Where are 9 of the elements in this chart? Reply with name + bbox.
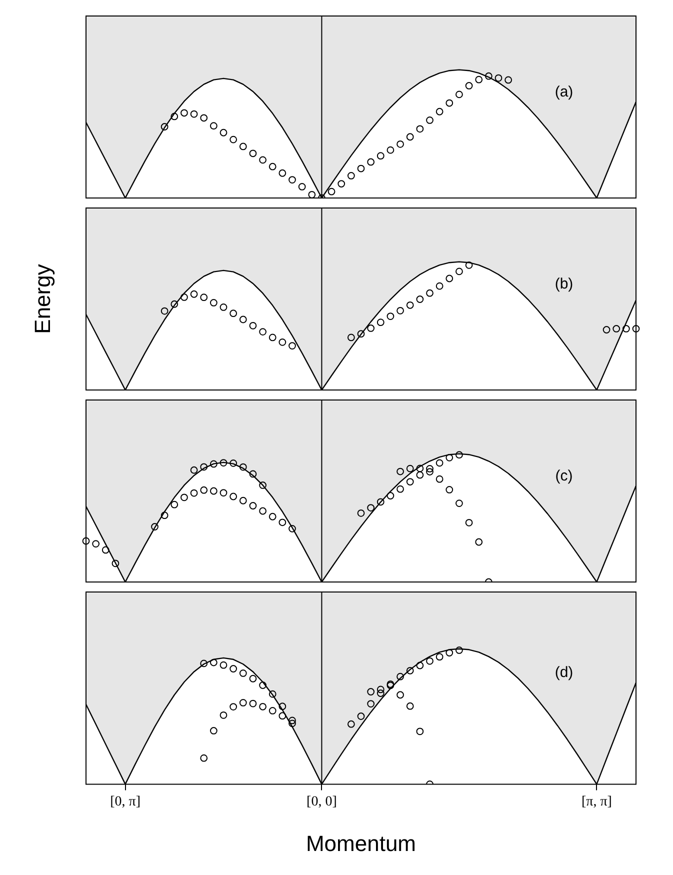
annotation: (c): [555, 468, 573, 485]
annotation: (d): [554, 664, 574, 681]
annotation: (a): [554, 84, 574, 101]
y-axis-title: Energy: [30, 263, 56, 336]
x-tick-label: [0, π]: [110, 794, 140, 810]
x-tick-label: [π, π]: [581, 794, 612, 810]
annotation: (b): [554, 276, 574, 293]
x-axis-title: Momentum: [304, 831, 418, 857]
x-tick-label: [0, 0]: [306, 794, 337, 810]
